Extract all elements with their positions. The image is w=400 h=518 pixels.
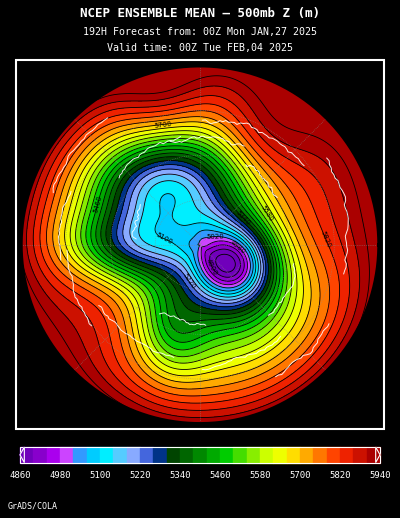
Text: 5220: 5220 xyxy=(181,272,196,290)
Bar xyxy=(327,447,340,463)
Bar xyxy=(220,447,233,463)
Text: NCEP ENSEMBLE MEAN – 500mb Z (m): NCEP ENSEMBLE MEAN – 500mb Z (m) xyxy=(80,7,320,20)
Text: 5460: 5460 xyxy=(92,195,103,213)
Bar xyxy=(287,447,300,463)
Text: 4980: 4980 xyxy=(229,239,247,255)
Text: 5820: 5820 xyxy=(329,471,351,480)
Text: 5220: 5220 xyxy=(129,471,151,480)
Text: 4980: 4980 xyxy=(49,471,71,480)
Bar xyxy=(153,447,167,463)
Text: 5100: 5100 xyxy=(89,471,111,480)
Text: Valid time: 00Z Tue FEB,04 2025: Valid time: 00Z Tue FEB,04 2025 xyxy=(107,44,293,53)
Polygon shape xyxy=(20,447,24,463)
Bar xyxy=(180,447,193,463)
Text: 5020: 5020 xyxy=(206,233,224,240)
Bar xyxy=(140,447,153,463)
Text: 5100: 5100 xyxy=(155,232,174,246)
Text: 4860: 4860 xyxy=(9,471,31,480)
Text: 4900: 4900 xyxy=(205,257,219,276)
Text: 5940: 5940 xyxy=(369,471,391,480)
Bar xyxy=(20,447,380,463)
Text: 5700: 5700 xyxy=(154,120,172,128)
Bar xyxy=(260,447,273,463)
Bar xyxy=(207,447,220,463)
Text: 5340: 5340 xyxy=(235,210,252,227)
Text: 5580: 5580 xyxy=(249,471,271,480)
Text: 5580: 5580 xyxy=(260,205,274,223)
Bar xyxy=(127,447,140,463)
Bar xyxy=(73,447,87,463)
Bar xyxy=(353,447,367,463)
Bar xyxy=(367,447,380,463)
Bar xyxy=(20,447,33,463)
Bar xyxy=(33,447,47,463)
Bar xyxy=(313,447,327,463)
Bar xyxy=(273,447,287,463)
Bar xyxy=(300,447,313,463)
Bar xyxy=(47,447,60,463)
Bar xyxy=(193,447,207,463)
Bar xyxy=(87,447,100,463)
Text: 192H Forecast from: 00Z Mon JAN,27 2025: 192H Forecast from: 00Z Mon JAN,27 2025 xyxy=(83,27,317,37)
Text: 5460: 5460 xyxy=(209,471,231,480)
Text: 5340: 5340 xyxy=(169,471,191,480)
Bar xyxy=(340,447,353,463)
Bar xyxy=(233,447,247,463)
Text: 5820: 5820 xyxy=(320,231,332,249)
Bar xyxy=(100,447,113,463)
Bar xyxy=(60,447,73,463)
Text: 5700: 5700 xyxy=(289,471,311,480)
Bar xyxy=(113,447,127,463)
Polygon shape xyxy=(376,447,380,463)
Text: GrADS/COLA: GrADS/COLA xyxy=(8,501,58,510)
Bar xyxy=(247,447,260,463)
Bar xyxy=(167,447,180,463)
